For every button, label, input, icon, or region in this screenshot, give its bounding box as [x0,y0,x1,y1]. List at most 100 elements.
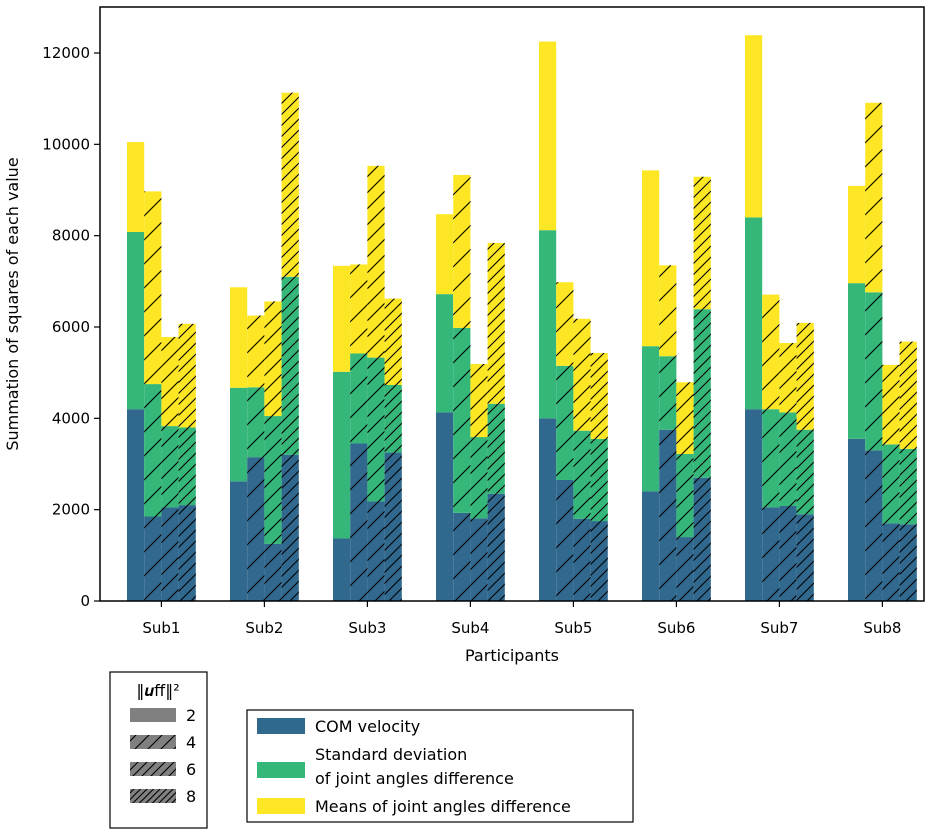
bar-hatch [590,353,608,439]
x-tick-label: Sub8 [863,619,901,637]
bar-hatch [161,337,179,427]
bar-hatch [573,430,591,519]
bar-hatch [762,409,780,508]
bar-segment [230,481,248,601]
bar-hatch [247,315,265,388]
bar-hatch [350,443,368,601]
bar-segment [539,230,557,419]
y-tick-label: 8000 [52,227,90,245]
bar-hatch [281,276,299,455]
bar-hatch [693,309,711,478]
bar-segment [745,409,763,601]
bar-hatch [264,301,282,417]
bar-segment [745,35,763,218]
bar-hatch [590,438,608,522]
bar-hatch [247,387,265,458]
legend-label-std-deviation-line1: Standard deviation [315,745,467,764]
bar-hatch [762,294,780,410]
bar-segment [333,265,351,372]
bar-hatch [865,292,883,451]
bar-segment [642,491,660,601]
series-legend-frame [246,709,634,823]
bar-hatch [779,506,797,601]
bar-hatch [384,384,402,453]
x-tick-label: Sub7 [760,619,798,637]
bar-segment [539,418,557,601]
bar-hatch [161,507,179,601]
bar-hatch [796,429,814,515]
bar-hatch [487,493,505,601]
bar-hatch [676,453,694,538]
x-axis: Sub1 Sub2 Sub3 Sub4 Sub5 Sub6 Sub7 Sub8 [142,601,901,637]
bar-segment [436,214,454,295]
plot-frame [99,6,925,602]
x-tick-label: Sub3 [348,619,386,637]
hatch-legend-label: 8 [186,787,196,806]
bar-hatch [470,518,488,601]
bar-hatch [779,412,797,507]
hatch-legend: ‖𝒖ff‖² 2 4 6 8 [109,671,208,829]
bar-segment [333,371,351,539]
bar-segment [127,409,145,601]
bar-hatch [796,322,814,430]
legend-swatch-std-deviation [257,762,305,778]
bar-hatch [453,174,471,328]
hatch-legend-label: 6 [186,760,196,779]
x-tick-label: Sub6 [657,619,695,637]
bar-hatch [573,318,591,431]
bar-hatch [899,524,917,601]
bar-segment [642,170,660,347]
bar-hatch [659,429,677,601]
bar-segment [127,142,145,233]
bar-hatch [384,298,402,385]
bar-hatch [144,191,162,385]
bar-hatch [762,507,780,601]
bar-hatch [487,403,505,494]
bar-hatch [178,505,196,601]
bar-hatch [281,92,299,277]
legend-swatch-means [257,798,305,814]
bar-hatch [899,341,917,449]
bar-segment [848,438,866,601]
x-tick-label: Sub5 [554,619,592,637]
bar-hatch [264,416,282,544]
legend-label-means: Means of joint angles difference [315,797,571,816]
bar-hatch [487,242,505,404]
legend-label-com-velocity: COM velocity [315,717,420,736]
bar-hatch [590,521,608,601]
y-tick-label: 10000 [42,135,90,153]
bar-hatch [882,364,900,445]
bar-hatch [865,102,883,293]
legend-swatch-com-velocity [257,718,305,734]
bar-hatch [899,448,917,525]
bar-hatch [779,342,797,413]
bar-hatch [161,426,179,508]
bar-hatch [453,327,471,513]
bar-hatch [144,384,162,517]
bar-hatch [470,363,488,438]
hatch-legend-swatch-hatch [130,762,176,776]
bar-segment [230,387,248,482]
bar-hatch [659,356,677,430]
bar-hatch [264,543,282,601]
y-tick-label: 0 [80,592,90,610]
legend-label-std-deviation-line2: of joint angles difference [315,769,514,788]
hatch-legend-label: 2 [186,706,196,725]
bar-segment [642,346,660,492]
bar-hatch [178,427,196,506]
bar-hatch [367,357,385,502]
series-legend: COM velocity Standard deviation of joint… [246,709,634,823]
bar-hatch [144,516,162,601]
y-tick-label: 6000 [52,318,90,336]
bar-hatch [281,454,299,601]
x-tick-label: Sub1 [142,619,180,637]
hatch-legend-label: 4 [186,733,196,752]
y-axis-title: Summation of squares of each value [3,157,22,450]
bar-segment [230,287,248,388]
bar-segment [127,232,145,410]
bars-layer [127,35,917,601]
bar-hatch [676,382,694,454]
bar-hatch [178,323,196,428]
bar-hatch [693,477,711,601]
bar-segment [848,185,866,284]
